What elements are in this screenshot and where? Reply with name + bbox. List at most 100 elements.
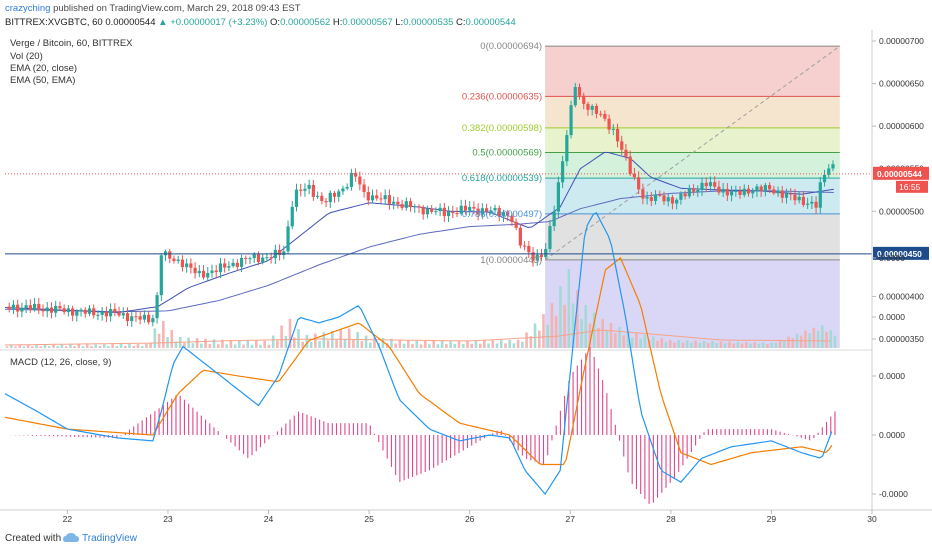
volume-bar	[162, 320, 165, 348]
candle-body	[683, 193, 687, 197]
countdown-badge	[896, 180, 928, 193]
candle-body	[163, 251, 168, 256]
volume-bar	[728, 341, 731, 348]
candle-body	[780, 190, 784, 198]
candle-body	[425, 208, 430, 215]
volume-bar	[246, 340, 250, 348]
chart-canvas[interactable]: 0(0.00000694) 0.236(0.00000635) 0.382(0.00…	[0, 30, 932, 528]
candle-body	[637, 177, 641, 190]
candle-body	[662, 195, 666, 202]
volume-bar	[73, 346, 76, 348]
macd-tick-label: 0.0000	[879, 312, 905, 322]
volume-bar	[660, 338, 664, 348]
volume-bar	[347, 328, 351, 348]
volume-bar	[305, 334, 309, 348]
volume-bar	[90, 346, 93, 348]
volume-bar	[622, 335, 626, 348]
volume-bar	[715, 343, 719, 348]
volume-bar	[373, 337, 376, 348]
candle-body	[70, 308, 75, 316]
candle-body	[408, 201, 413, 208]
volume-bar	[191, 343, 195, 348]
candle-body	[463, 205, 468, 211]
volume-bar	[183, 342, 186, 348]
candle-body	[396, 201, 400, 205]
candle-body	[370, 195, 375, 201]
candle-body	[83, 309, 87, 314]
hline-badge	[873, 246, 929, 260]
time-tick-label: 28	[666, 514, 676, 524]
volume-bar	[761, 342, 765, 348]
volume-bar	[170, 330, 174, 348]
volume-bar	[318, 341, 321, 348]
volume-bar	[630, 337, 634, 348]
candle-body	[535, 254, 539, 261]
volume-bar	[149, 342, 152, 348]
candle-body	[582, 95, 586, 104]
volume-bar	[111, 344, 114, 348]
volume-bar	[428, 344, 431, 348]
candle-body	[729, 191, 734, 196]
volume-bar	[791, 338, 795, 348]
candle-body	[658, 194, 662, 196]
candle-body	[421, 207, 425, 215]
volume-bar	[102, 344, 106, 348]
candle-body	[438, 207, 442, 212]
candle-body	[514, 221, 518, 228]
volume-bar	[64, 346, 68, 348]
volume-bar	[614, 333, 617, 348]
volume-bar	[394, 343, 397, 348]
candle-body	[742, 188, 746, 195]
candle-body	[590, 105, 594, 110]
volume-bar	[483, 340, 486, 348]
candle-body	[311, 184, 315, 197]
candle-body	[117, 312, 121, 316]
volume-bar	[487, 343, 490, 348]
macd-signal-line	[4, 257, 833, 466]
author-link[interactable]: crazyching	[5, 3, 51, 14]
tradingview-brand[interactable]: TradingView	[82, 533, 138, 544]
volume-bar	[415, 340, 419, 348]
volume-bar	[588, 323, 592, 348]
candle-body	[768, 185, 772, 190]
volume-bar	[643, 334, 647, 348]
candle-body	[134, 316, 138, 318]
candle-body	[37, 303, 41, 311]
candle-body	[822, 174, 827, 183]
volume-bar	[457, 340, 461, 348]
volume-bar	[833, 335, 837, 348]
volume-bar	[605, 330, 609, 348]
volume-bar	[563, 304, 566, 348]
candle-body	[185, 263, 189, 268]
volume-bar	[449, 340, 452, 348]
volume-bar	[140, 345, 144, 348]
volume-bar	[466, 340, 469, 348]
legend-ema20: EMA (20, close)	[10, 63, 78, 74]
candle-body	[772, 189, 776, 194]
volume-bar	[221, 339, 224, 348]
volume-bar	[626, 330, 630, 348]
volume-bar	[267, 344, 271, 348]
volume-bar	[153, 328, 157, 348]
time-tick-label: 29	[767, 514, 777, 524]
candle-body	[16, 304, 20, 312]
volume-bar	[554, 315, 558, 348]
volume-bar	[812, 327, 816, 348]
volume-bar	[529, 336, 533, 348]
candle-body	[96, 314, 100, 316]
volume-bar	[436, 344, 440, 348]
candle-body	[362, 184, 366, 192]
volume-bar	[250, 344, 254, 348]
candle-body	[218, 263, 223, 273]
candle-body	[121, 313, 125, 316]
volume-bar	[597, 327, 600, 348]
volume-bar	[128, 343, 131, 348]
candle-body	[290, 206, 294, 227]
time-tick-label: 23	[163, 514, 173, 524]
volume-bar	[706, 343, 710, 348]
candle-body	[489, 210, 493, 213]
volume-bar	[69, 344, 72, 348]
candle-body	[565, 135, 569, 162]
volume-bar	[390, 338, 393, 348]
candle-body	[459, 205, 463, 214]
